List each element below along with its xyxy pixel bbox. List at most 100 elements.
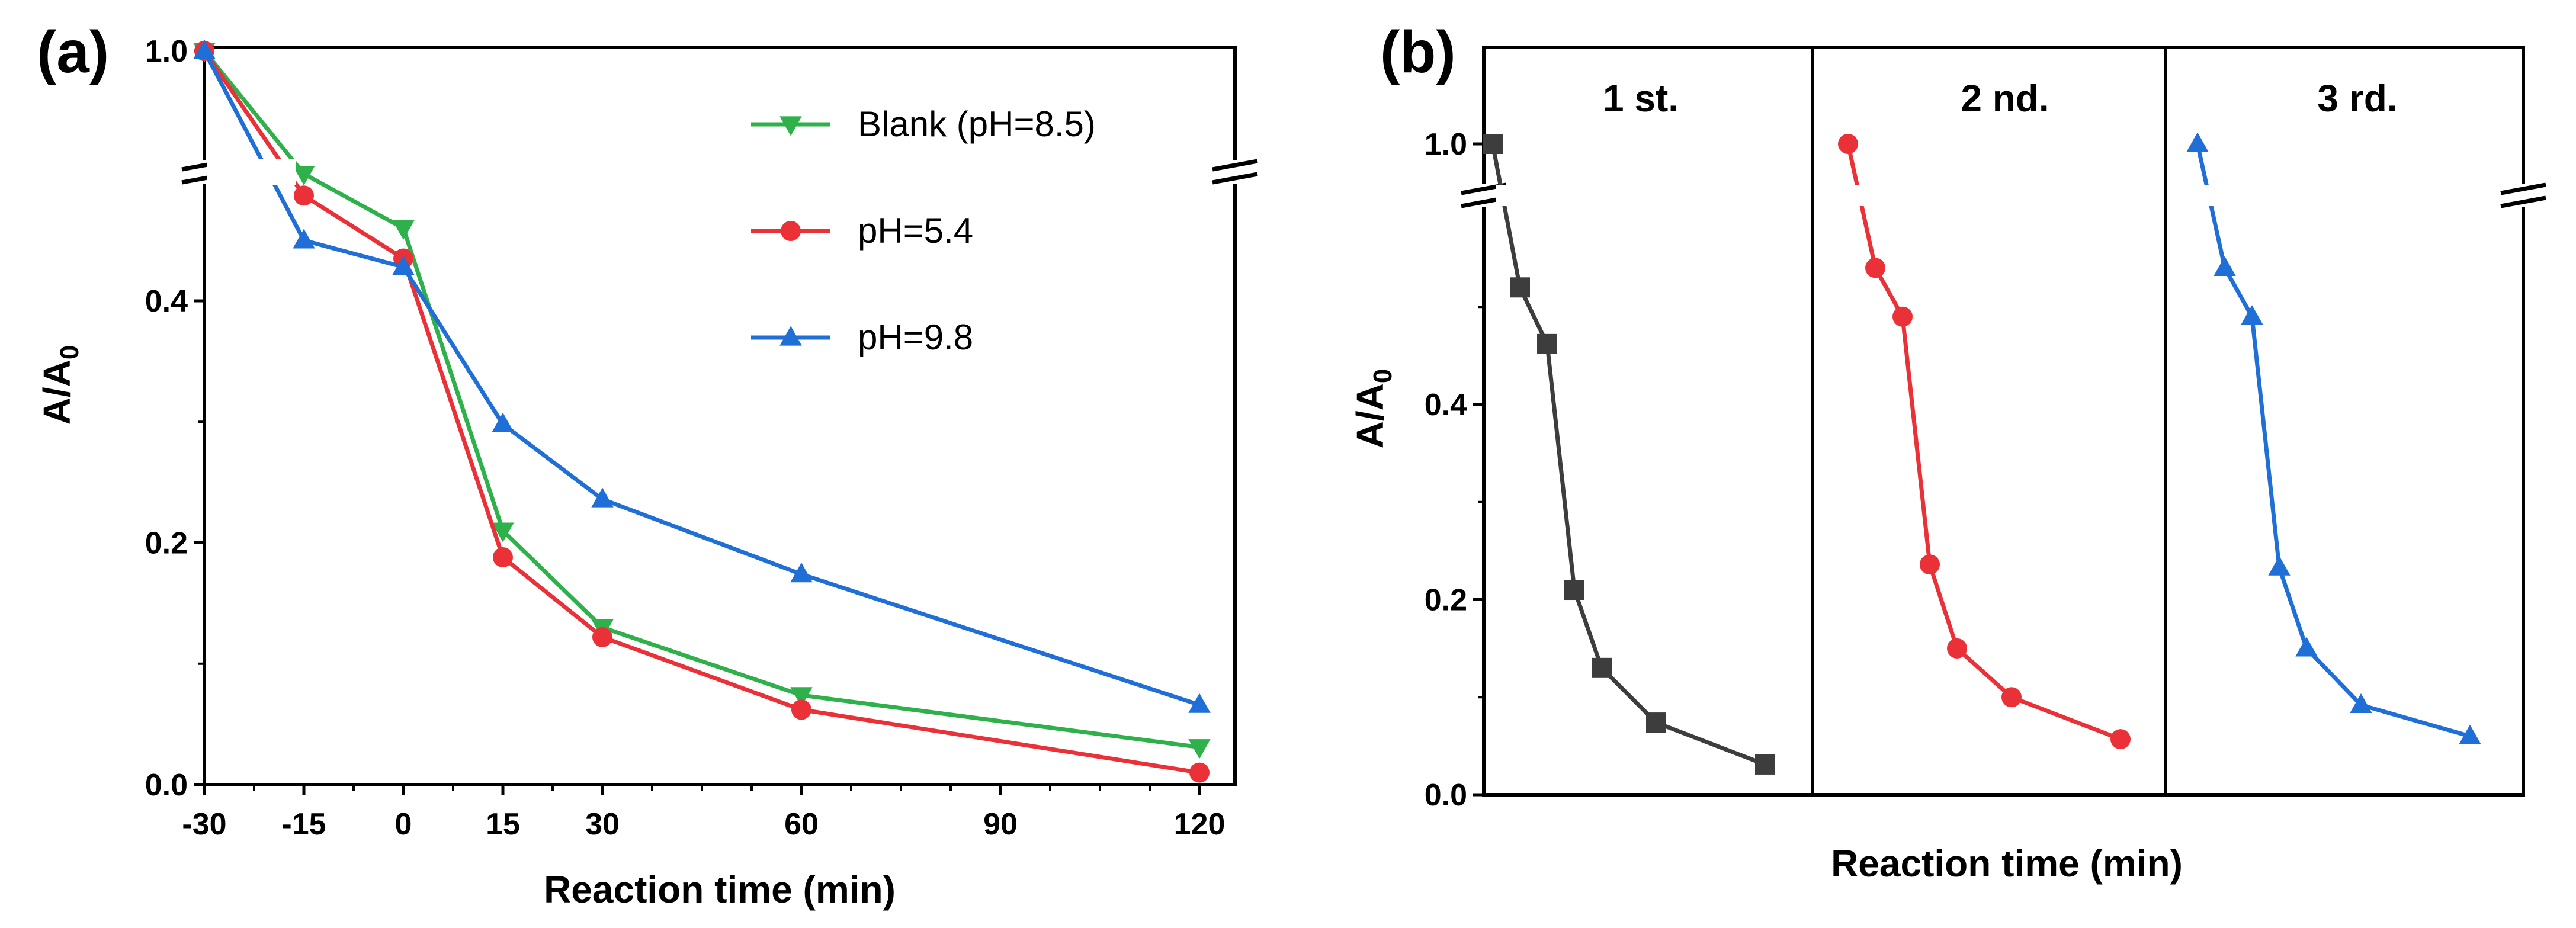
point-blank-1 [293,165,315,186]
run-series-2 [2186,132,2481,744]
panel-a-y-title-main: A/A [36,359,78,425]
run-point-2-0 [2186,132,2209,152]
point-blank-5 [790,687,813,707]
run-point-2-6 [2459,724,2481,744]
run-point-2-4 [2295,637,2318,657]
run-point-0-1 [1510,277,1530,298]
point-blank-3 [492,522,514,542]
panel-b-label: (b) [1380,19,1456,85]
run-label-0: 1 st. [1603,77,1679,120]
point-ph98-2 [392,255,415,275]
run-line-2 [2195,143,2471,738]
run-point-0-2 [1537,333,1557,354]
run-line-1 [1846,143,2122,741]
point-ph54-1 [294,185,314,206]
run-point-2-1 [2214,256,2236,276]
run-point-1-5 [2001,687,2022,708]
x-tick-label-7: 120 [1174,807,1226,842]
series-line-ph98 [202,50,1201,707]
panel-b-y-title-sub: 0 [1368,369,1397,383]
point-ph98-1 [293,229,315,249]
panel-b-axis-break [1460,182,2547,208]
series-line-ph54 [203,50,1200,775]
legend-item-blank: Blank (pH=8.5) [751,104,1096,144]
run-point-1-4 [1947,638,1967,659]
run-point-0-0 [1483,134,1503,154]
panel-b-y-title-main: A/A [1349,383,1391,448]
point-ph54-3 [493,547,513,568]
panel-b-run-labels: 1 st. 2 nd. 3 rd. [1603,77,2398,120]
series-break-gap [207,159,296,185]
run-point-0-4 [1592,657,1612,678]
panel-b-break-slash-1-b [2500,195,2546,208]
run-series-1 [1838,134,2131,750]
panel-a-ticks: -30 -15 0 15 30 60 90 120 0.0 0.2 0.4 1.0 [145,34,1226,842]
point-ph54-6 [1189,762,1210,783]
b-y-tick-label-2: 0.4 [1425,388,1467,422]
panel-a-legend: Blank (pH=8.5) pH=5.4 pH=9.8 [751,104,1096,357]
run-label-2: 3 rd. [2317,77,2397,120]
run-series-0 [1483,134,1775,775]
point-ph98-4 [591,487,614,508]
run-point-0-3 [1564,580,1584,601]
point-blank-2 [392,220,415,240]
run-point-1-2 [1892,306,1913,327]
b-y-tick-label-3: 1.0 [1425,127,1467,162]
run-point-1-3 [1920,554,1940,575]
point-ph54-4 [592,627,612,647]
panel-a-label: (a) [37,19,109,85]
panel-b-dividers [1811,47,2167,795]
legend-marker-ph54 [781,221,801,241]
run-label-1: 2 nd. [1961,77,2049,120]
panel-a-frame [203,46,1237,786]
x-tick-label-1: -15 [281,807,326,842]
x-tick-label-2: 0 [395,807,412,842]
b-y-tick-label-0: 0.0 [1425,778,1467,813]
series-blank [193,43,1211,759]
panel-a-y-title: A/A0 [36,345,84,425]
legend-item-ph98: pH=9.8 [751,317,973,357]
panel-a-series [193,39,1211,783]
y-tick-label-1: 0.2 [145,526,188,561]
x-tick-label-6: 90 [983,807,1018,842]
panel-b-y-title: A/A0 [1349,369,1397,449]
series-ph54 [194,41,1210,783]
legend-item-ph54: pH=5.4 [751,211,973,251]
legend-label-blank: Blank (pH=8.5) [858,104,1096,144]
panel-b: (b) 0.0 0.2 0.4 1.0 1 st. 2 nd. 3 rd. Reactio… [1349,19,2547,885]
run-point-2-2 [2241,305,2263,325]
point-ph54-5 [791,699,811,720]
point-ph98-0 [193,39,216,59]
run-break-gap-0 [1496,185,1543,206]
point-blank-6 [1188,739,1211,759]
run-point-1-6 [2110,729,2131,750]
b-y-tick-label-1: 0.2 [1425,583,1467,618]
panel-a: (a) -30 -15 0 15 30 60 90 120 0.0 0.2 0.4 1.0 Blank… [36,19,1259,911]
legend-marker-ph98 [779,326,802,346]
y-tick-label-3: 1.0 [145,34,188,69]
panel-b-series [1483,132,2481,775]
point-ph98-3 [492,412,514,432]
panel-b-ticks: 0.0 0.2 0.4 1.0 [1425,127,1484,813]
x-tick-label-4: 30 [585,807,620,842]
x-tick-label-5: 60 [784,807,819,842]
x-tick-label-0: -30 [182,807,226,842]
series-line-blank [203,49,1200,750]
point-ph98-6 [1188,693,1211,713]
panel-b-frame [1482,46,2525,797]
panel-a-x-title: Reaction time (min) [544,868,896,911]
panel-a-axis-break [181,159,1259,185]
run-point-1-1 [1865,258,1885,278]
legend-label-ph54: pH=5.4 [858,211,973,251]
run-break-gap-1 [1851,185,1898,206]
panel-a-break-slash-1-b [1212,172,1258,185]
series-ph98 [193,39,1211,713]
run-point-0-5 [1646,712,1666,733]
y-tick-label-2: 0.4 [145,284,188,319]
x-tick-label-3: 15 [486,807,520,842]
legend-marker-blank [779,116,802,136]
y-tick-label-0: 0.0 [145,768,188,802]
panel-b-break-slash-1-a [2500,182,2546,195]
panel-a-y-title-sub: 0 [55,345,84,359]
